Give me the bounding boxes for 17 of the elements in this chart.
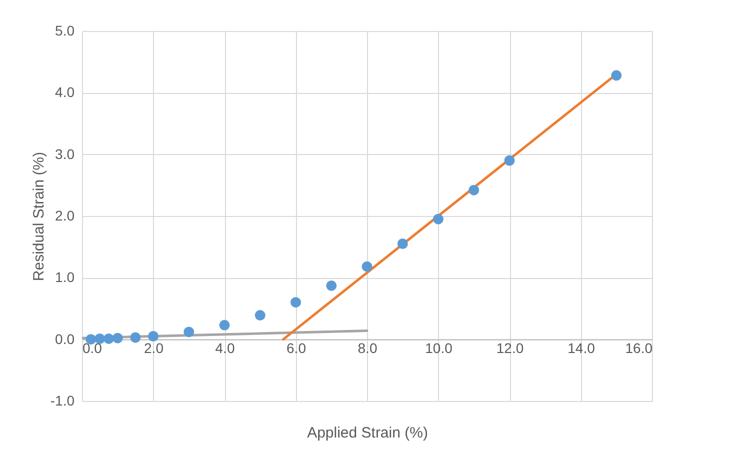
x-tick-label: 14.0 bbox=[568, 340, 596, 356]
x-tick-label: 0.0 bbox=[82, 340, 102, 356]
y-axis-title: Residual Strain (%) bbox=[30, 152, 48, 282]
y-tick-label: 2.0 bbox=[55, 208, 75, 224]
x-axis-title: Applied Strain (%) bbox=[307, 424, 428, 442]
x-tick-label: 4.0 bbox=[215, 340, 235, 356]
x-tick-label: 8.0 bbox=[358, 340, 378, 356]
x-tick-label: 12.0 bbox=[496, 340, 524, 356]
y-tick-label: 3.0 bbox=[55, 146, 75, 162]
y-tick-label: 5.0 bbox=[55, 22, 75, 38]
x-tick-label: 2.0 bbox=[144, 340, 164, 356]
x-tick-label: 10.0 bbox=[425, 340, 453, 356]
x-tick-label: 16.0 bbox=[625, 340, 653, 356]
x-tick-label: 6.0 bbox=[286, 340, 306, 356]
y-tick-label: -1.0 bbox=[50, 392, 75, 408]
y-tick-label: 4.0 bbox=[55, 84, 75, 100]
y-tick-label: 1.0 bbox=[55, 269, 75, 286]
